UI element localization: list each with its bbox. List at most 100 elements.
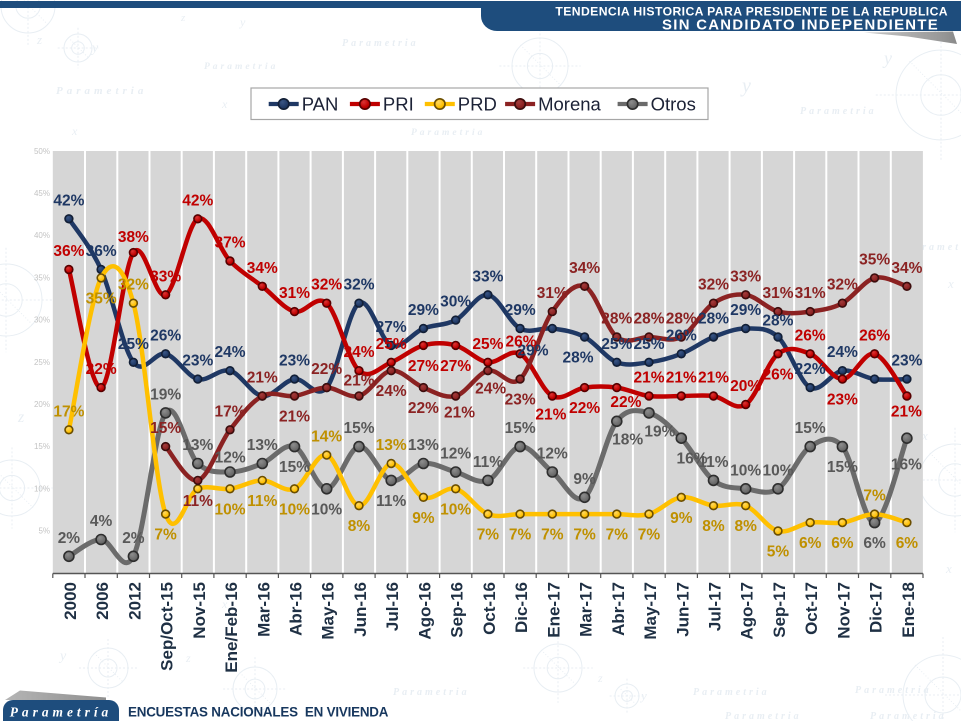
svg-text:z: z xyxy=(17,409,25,426)
svg-text:25%: 25% xyxy=(376,336,407,353)
svg-text:13%: 13% xyxy=(408,437,439,454)
svg-text:x: x xyxy=(221,97,228,111)
svg-text:6%: 6% xyxy=(896,535,919,552)
svg-text:20%: 20% xyxy=(730,378,761,395)
svg-text:25%: 25% xyxy=(472,336,503,353)
svg-text:18%: 18% xyxy=(612,431,643,448)
svg-text:21%: 21% xyxy=(343,373,374,390)
svg-text:ENCUESTAS NACIONALES EN VIVIE: ENCUESTAS NACIONALES EN VIVIENDA xyxy=(128,705,389,720)
svg-text:28%: 28% xyxy=(562,350,593,367)
svg-text:10%: 10% xyxy=(279,501,310,518)
svg-text:15%: 15% xyxy=(795,420,826,437)
svg-text:50%: 50% xyxy=(34,147,50,156)
svg-text:36%: 36% xyxy=(53,243,84,260)
svg-text:11%: 11% xyxy=(698,454,728,471)
svg-text:28%: 28% xyxy=(698,311,729,328)
svg-text:35%: 35% xyxy=(86,290,117,307)
svg-text:28%: 28% xyxy=(762,313,793,330)
svg-text:Parametria: Parametria xyxy=(905,242,961,253)
svg-text:23%: 23% xyxy=(891,353,922,370)
svg-text:10%: 10% xyxy=(34,484,50,493)
svg-text:21%: 21% xyxy=(247,370,278,387)
svg-text:24%: 24% xyxy=(475,380,506,397)
svg-text:Morena: Morena xyxy=(538,94,601,115)
svg-text:34%: 34% xyxy=(247,260,278,277)
svg-text:y: y xyxy=(90,41,99,56)
svg-text:28%: 28% xyxy=(601,311,632,328)
svg-text:27%: 27% xyxy=(376,319,407,336)
svg-text:x: x xyxy=(221,597,228,611)
svg-text:Parametria: Parametria xyxy=(56,85,147,97)
svg-text:Sep-16: Sep-16 xyxy=(448,582,467,638)
svg-text:28%: 28% xyxy=(666,311,697,328)
svg-text:7%: 7% xyxy=(509,527,532,544)
svg-text:Jul-16: Jul-16 xyxy=(383,582,402,631)
svg-text:Parametria: Parametria xyxy=(870,711,947,721)
svg-text:15%: 15% xyxy=(150,420,181,437)
svg-text:26%: 26% xyxy=(859,327,890,344)
svg-text:Parametria: Parametria xyxy=(204,62,278,72)
svg-text:26%: 26% xyxy=(666,327,697,344)
svg-text:32%: 32% xyxy=(343,277,374,294)
svg-text:Parametria: Parametria xyxy=(342,38,419,49)
svg-text:31%: 31% xyxy=(279,285,310,302)
svg-text:9%: 9% xyxy=(412,510,435,527)
svg-text:7%: 7% xyxy=(638,527,661,544)
svg-text:z: z xyxy=(597,671,603,685)
svg-text:24%: 24% xyxy=(214,344,245,361)
svg-text:34%: 34% xyxy=(891,260,922,277)
svg-text:Oct-16: Oct-16 xyxy=(480,582,499,635)
svg-text:10%: 10% xyxy=(440,501,471,518)
svg-text:7%: 7% xyxy=(541,527,564,544)
svg-text:Otros: Otros xyxy=(651,94,696,115)
svg-text:PAN: PAN xyxy=(302,94,339,115)
svg-text:31%: 31% xyxy=(537,285,568,302)
svg-text:21%: 21% xyxy=(698,370,729,387)
svg-text:24%: 24% xyxy=(827,344,858,361)
svg-text:15%: 15% xyxy=(827,459,858,476)
svg-text:33%: 33% xyxy=(150,268,181,285)
svg-text:2006: 2006 xyxy=(93,582,112,620)
svg-text:23%: 23% xyxy=(827,392,858,409)
svg-text:Mar-16: Mar-16 xyxy=(254,582,273,637)
svg-text:Parametria: Parametria xyxy=(800,106,877,117)
svg-text:42%: 42% xyxy=(182,192,213,209)
svg-text:45%: 45% xyxy=(34,189,50,198)
svg-text:30%: 30% xyxy=(440,294,471,311)
svg-text:8%: 8% xyxy=(702,518,725,535)
svg-text:11%: 11% xyxy=(183,493,213,510)
svg-text:6%: 6% xyxy=(831,535,854,552)
svg-text:Dic-17: Dic-17 xyxy=(867,582,886,633)
svg-text:Jun-17: Jun-17 xyxy=(673,582,692,637)
svg-text:35%: 35% xyxy=(859,251,890,268)
svg-text:Mar-17: Mar-17 xyxy=(577,582,596,637)
svg-text:Parametria: Parametria xyxy=(393,687,470,698)
svg-text:12%: 12% xyxy=(537,446,568,463)
svg-text:24%: 24% xyxy=(376,383,407,400)
svg-text:26%: 26% xyxy=(762,366,793,383)
svg-text:7%: 7% xyxy=(606,527,629,544)
svg-text:31%: 31% xyxy=(762,285,793,302)
svg-text:22%: 22% xyxy=(795,361,826,378)
svg-text:17%: 17% xyxy=(214,403,245,420)
svg-text:29%: 29% xyxy=(730,302,761,319)
svg-text:5%: 5% xyxy=(767,544,790,561)
svg-text:40%: 40% xyxy=(34,231,50,240)
svg-text:15%: 15% xyxy=(343,420,374,437)
svg-text:24%: 24% xyxy=(343,344,374,361)
svg-text:z: z xyxy=(185,651,191,665)
svg-text:33%: 33% xyxy=(730,268,761,285)
svg-text:Parametria: Parametria xyxy=(411,128,485,138)
svg-text:y: y xyxy=(639,688,647,703)
svg-text:27%: 27% xyxy=(408,358,439,375)
svg-text:y: y xyxy=(58,649,67,664)
svg-text:Oct-17: Oct-17 xyxy=(802,582,821,635)
svg-text:15%: 15% xyxy=(34,442,50,451)
svg-text:Abr-17: Abr-17 xyxy=(609,582,628,636)
svg-text:2000: 2000 xyxy=(61,582,80,620)
svg-text:30%: 30% xyxy=(34,316,50,325)
svg-text:22%: 22% xyxy=(408,400,439,417)
svg-text:Ene-17: Ene-17 xyxy=(544,582,563,638)
svg-text:38%: 38% xyxy=(118,229,149,246)
svg-text:13%: 13% xyxy=(247,437,278,454)
